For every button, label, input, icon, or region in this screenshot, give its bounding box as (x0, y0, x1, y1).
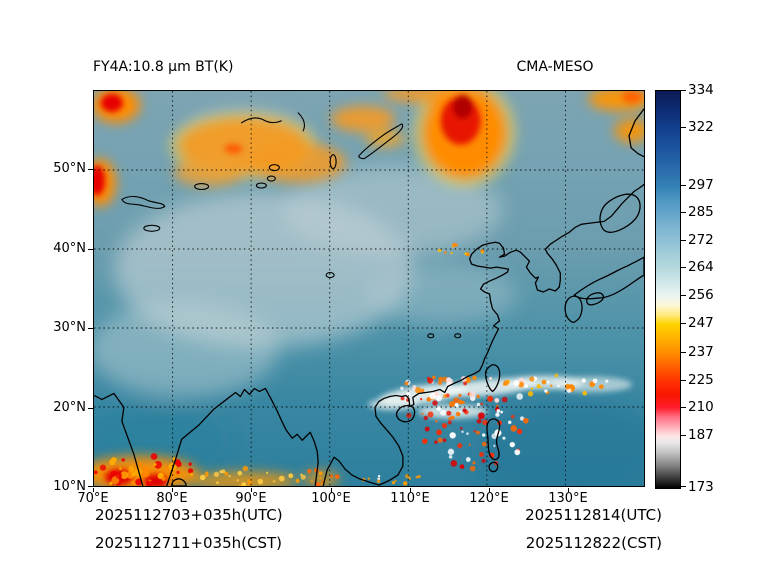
satellite-bt-map (94, 91, 644, 486)
colorbar-tick-label: 264 (688, 259, 714, 275)
x-tick-label-110e: 110°E (390, 491, 430, 506)
colorbar-tick (681, 127, 686, 128)
init-time-cst: 2025112711+035h(CST) (95, 534, 283, 552)
colorbar-tick (681, 90, 686, 91)
colorbar-tick (681, 212, 686, 213)
lakes-outlines (121, 112, 404, 209)
map-plot (93, 90, 645, 487)
colorbar-tick (681, 435, 686, 436)
white-cloud-band (368, 375, 633, 419)
y-axis-tick (88, 486, 93, 487)
plot-title: FY4A:10.8 μm BT(K) (93, 59, 234, 75)
coastlines (94, 108, 644, 486)
colorbar-tick (681, 295, 686, 296)
y-axis-tick (88, 408, 93, 409)
x-axis-tick (410, 488, 411, 492)
colorbar-tick-label: 256 (688, 287, 714, 303)
x-tick-label-130e: 130°E (548, 491, 588, 506)
x-axis-tick (331, 488, 332, 492)
x-axis-tick (93, 488, 94, 492)
y-axis-tick (88, 169, 93, 170)
colorbar-tick (681, 352, 686, 353)
y-axis-tick (88, 328, 93, 329)
colorbar-tick-label: 322 (688, 119, 714, 135)
colorbar-tick-label: 285 (688, 204, 714, 220)
colorbar-tick-label: 334 (688, 82, 714, 98)
coastline-islands (171, 193, 644, 486)
valid-time-cst: 2025112822(CST) (525, 534, 662, 552)
y-tick-label-40n: 40°N (53, 241, 86, 256)
y-tick-label-20n: 20°N (53, 400, 86, 415)
init-time-utc: 2025112703+035h(UTC) (95, 506, 283, 524)
colorbar-tick-label: 210 (688, 399, 714, 415)
y-tick-label-50n: 50°N (53, 161, 86, 176)
graticule-gridlines (94, 91, 644, 486)
x-axis-tick (172, 488, 173, 492)
colorbar-tick (681, 486, 686, 487)
small-lakes (143, 154, 462, 339)
coastline-mainland-asia (94, 108, 644, 486)
colorbar-tick-label: 297 (688, 177, 714, 193)
colorbar-tick (681, 185, 686, 186)
valid-time-utc: 2025112814(UTC) (525, 506, 662, 524)
colorbar-tick-label: 225 (688, 372, 714, 388)
convection-speckles (94, 242, 609, 486)
colorbar-tick (681, 407, 686, 408)
x-tick-label-120e: 120°E (469, 491, 509, 506)
colorbar (655, 90, 681, 489)
colorbar-tick-label: 187 (688, 427, 714, 443)
x-tick-label-90e: 90°E (235, 491, 267, 506)
x-axis-tick (251, 488, 252, 492)
colorbar-tick (681, 323, 686, 324)
y-axis-tick (88, 249, 93, 250)
colorbar-tick-label: 272 (688, 232, 714, 248)
colorbar-tick (681, 380, 686, 381)
colorbar-tick-label: 247 (688, 315, 714, 331)
x-tick-label-70e: 70°E (77, 491, 109, 506)
x-tick-label-100e: 100°E (311, 491, 351, 506)
colorbar-tick-label: 173 (688, 479, 714, 495)
colorbar-tick (681, 267, 686, 268)
x-axis-tick (489, 488, 490, 492)
colorbar-tick (681, 240, 686, 241)
model-title: CMA-MESO (516, 59, 594, 75)
y-tick-label-30n: 30°N (53, 320, 86, 335)
y-tick-label-10n: 10°N (53, 479, 86, 494)
colorbar-tick-label: 237 (688, 344, 714, 360)
x-axis-tick (568, 488, 569, 492)
x-tick-label-80e: 80°E (156, 491, 188, 506)
